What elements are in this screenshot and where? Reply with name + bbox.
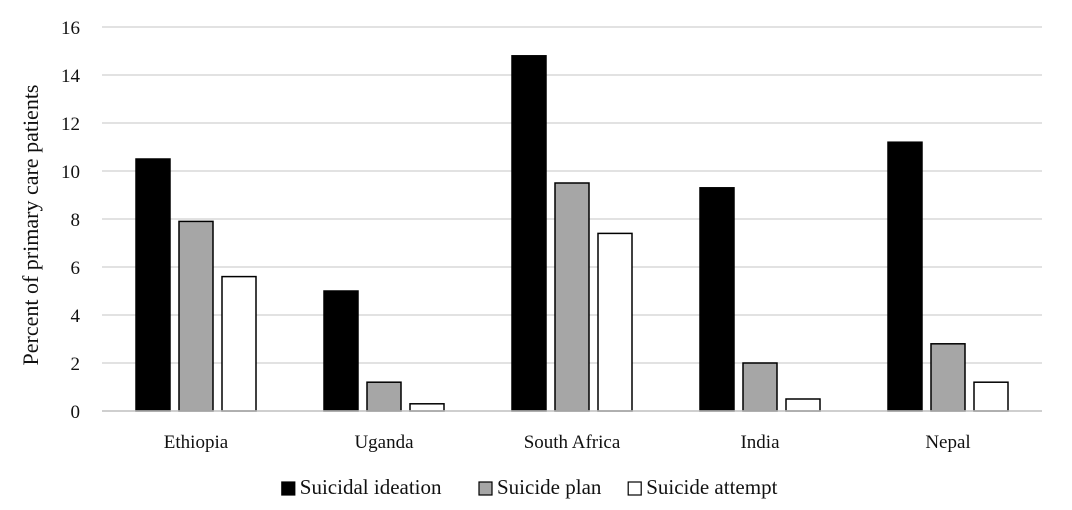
bar-uganda-suicide-attempt	[409, 403, 445, 412]
legend-label-suicide-attempt: Suicide attempt	[646, 475, 777, 499]
bar-india-suicide-attempt	[785, 398, 821, 412]
legend-swatch-suicide-plan	[478, 481, 493, 496]
bar-uganda-suicide-plan	[366, 381, 402, 412]
y-tick-label: 10	[61, 162, 80, 183]
x-axis-category-labels: Ethiopia Uganda South Africa India Nepal	[164, 432, 971, 453]
y-tick-label: 16	[61, 18, 80, 39]
bar-nepal-suicide-plan	[930, 343, 966, 412]
legend-label-suicidal-ideation: Suicidal ideation	[300, 475, 442, 499]
y-axis-tick-labels: 0 2 4 6 8 10 12 14 16	[61, 18, 81, 423]
bar-south-africa-suicidal-ideation	[511, 55, 547, 412]
bars	[135, 55, 1009, 412]
bar-south-africa-suicide-attempt	[597, 232, 633, 412]
legend-label-suicide-plan: Suicide plan	[497, 475, 602, 499]
bar-ethiopia-suicide-attempt	[221, 275, 257, 412]
bar-india-suicidal-ideation	[699, 187, 735, 412]
x-tick-label: South Africa	[524, 432, 621, 453]
y-axis-title: Percent of primary care patients	[18, 85, 43, 366]
bar-uganda-suicidal-ideation	[323, 290, 359, 412]
y-tick-label: 4	[71, 306, 81, 327]
legend-swatch-suicide-attempt	[627, 481, 642, 496]
legend: Suicidal ideation Suicide plan Suicide att…	[281, 475, 778, 499]
y-tick-label: 14	[61, 66, 81, 87]
bar-south-africa-suicide-plan	[554, 182, 590, 412]
x-tick-label: Uganda	[354, 432, 414, 453]
y-tick-label: 6	[71, 258, 81, 279]
y-tick-label: 2	[71, 354, 81, 375]
legend-swatch-suicidal-ideation	[281, 481, 296, 496]
bar-nepal-suicidal-ideation	[887, 141, 923, 412]
bar-nepal-suicide-attempt	[973, 381, 1009, 412]
bar-india-suicide-plan	[742, 362, 778, 412]
x-tick-label: Ethiopia	[164, 432, 229, 453]
y-tick-label: 8	[71, 210, 81, 231]
bar-ethiopia-suicide-plan	[178, 220, 214, 412]
x-tick-label: Nepal	[925, 432, 970, 453]
bar-ethiopia-suicidal-ideation	[135, 158, 171, 412]
y-tick-label: 0	[71, 402, 81, 423]
x-tick-label: India	[740, 432, 780, 453]
y-tick-label: 12	[61, 114, 80, 135]
